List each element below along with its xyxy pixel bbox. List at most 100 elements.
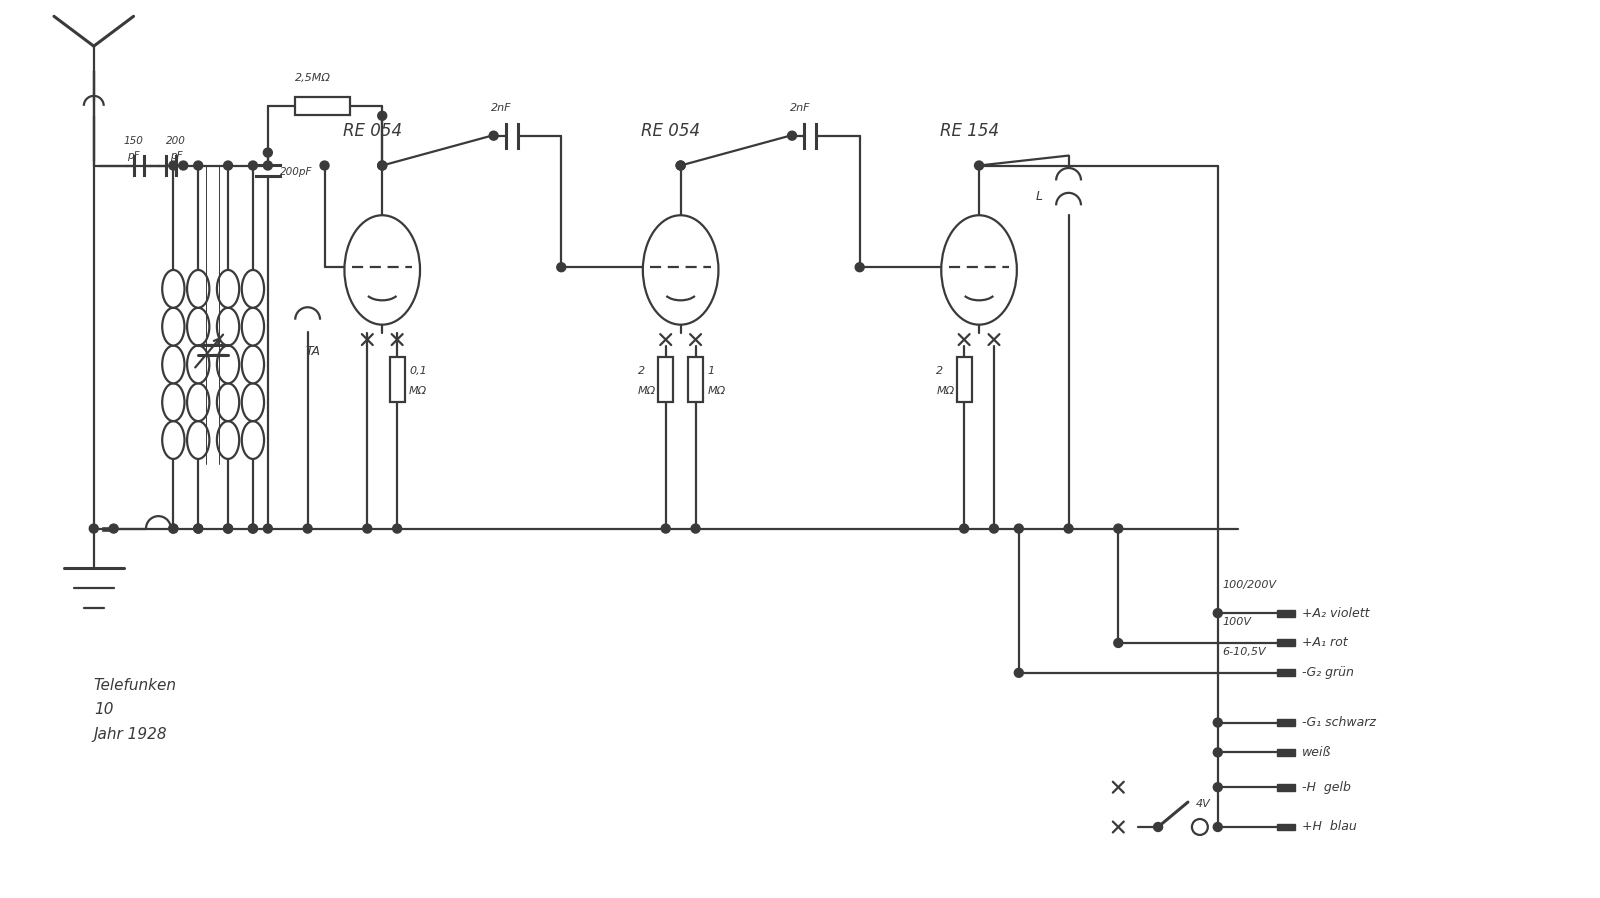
Circle shape (1213, 609, 1222, 618)
Ellipse shape (187, 383, 210, 421)
Bar (1277, 749, 1296, 756)
Circle shape (989, 524, 998, 533)
Bar (1277, 669, 1296, 676)
Circle shape (224, 161, 232, 170)
Circle shape (248, 161, 258, 170)
Text: RE 054: RE 054 (642, 121, 701, 140)
Circle shape (557, 263, 566, 272)
Ellipse shape (162, 308, 184, 346)
Bar (1277, 610, 1296, 617)
Circle shape (661, 524, 670, 533)
Ellipse shape (162, 421, 184, 459)
Ellipse shape (242, 383, 264, 421)
Ellipse shape (162, 270, 184, 308)
Text: L: L (1035, 190, 1042, 203)
Circle shape (1213, 748, 1222, 757)
Circle shape (1014, 668, 1024, 677)
Text: 2,5MΩ: 2,5MΩ (294, 73, 331, 83)
Ellipse shape (242, 346, 264, 383)
Circle shape (378, 161, 387, 170)
Circle shape (170, 161, 178, 170)
Text: 1: 1 (707, 366, 715, 376)
Circle shape (1154, 823, 1163, 832)
Circle shape (179, 161, 187, 170)
Circle shape (960, 524, 968, 533)
Text: -G₁ schwarz: -G₁ schwarz (1302, 716, 1376, 729)
Ellipse shape (162, 383, 184, 421)
Bar (390, 357, 405, 401)
Circle shape (1213, 823, 1222, 832)
Text: MΩ: MΩ (936, 386, 954, 396)
Text: MΩ: MΩ (707, 386, 726, 396)
Circle shape (378, 111, 387, 120)
Circle shape (392, 524, 402, 533)
Circle shape (194, 161, 203, 170)
Text: +A₁ rot: +A₁ rot (1302, 637, 1347, 649)
Circle shape (490, 131, 498, 140)
Circle shape (974, 161, 984, 170)
Text: RE 054: RE 054 (342, 121, 402, 140)
Ellipse shape (218, 308, 238, 346)
Circle shape (856, 263, 864, 272)
Text: 0,1: 0,1 (410, 366, 427, 376)
Ellipse shape (242, 421, 264, 459)
Circle shape (170, 524, 178, 533)
Ellipse shape (242, 270, 264, 308)
Bar (1277, 823, 1296, 831)
Text: 200pF: 200pF (280, 167, 312, 178)
Ellipse shape (162, 346, 184, 383)
Circle shape (691, 524, 701, 533)
Text: 6-10,5V: 6-10,5V (1222, 647, 1266, 657)
Text: RE 154: RE 154 (939, 121, 998, 140)
Text: MΩ: MΩ (638, 386, 656, 396)
Text: +A₂ violett: +A₂ violett (1302, 607, 1370, 620)
Ellipse shape (187, 421, 210, 459)
Circle shape (264, 148, 272, 157)
Bar (1277, 639, 1296, 647)
Ellipse shape (344, 216, 421, 325)
Ellipse shape (218, 383, 238, 421)
Text: 2: 2 (936, 366, 944, 376)
Circle shape (302, 524, 312, 533)
Circle shape (224, 524, 232, 533)
Text: +H  blau: +H blau (1302, 821, 1357, 833)
Ellipse shape (187, 308, 210, 346)
Text: 150: 150 (123, 136, 144, 145)
Ellipse shape (218, 270, 238, 308)
Bar (688, 357, 702, 401)
Bar (1277, 784, 1296, 790)
Text: 2: 2 (638, 366, 645, 376)
Circle shape (109, 524, 118, 533)
Circle shape (264, 524, 272, 533)
Text: 200: 200 (166, 136, 186, 145)
Ellipse shape (187, 270, 210, 308)
Circle shape (224, 524, 232, 533)
Text: 2nF: 2nF (491, 102, 512, 113)
Circle shape (1192, 819, 1208, 835)
Circle shape (248, 524, 258, 533)
Circle shape (677, 161, 685, 170)
Text: weiß: weiß (1302, 746, 1331, 759)
Ellipse shape (941, 216, 1018, 325)
Circle shape (1213, 718, 1222, 727)
Ellipse shape (643, 216, 718, 325)
Bar (957, 357, 971, 401)
Circle shape (194, 524, 203, 533)
Circle shape (1064, 524, 1074, 533)
Circle shape (1014, 524, 1024, 533)
Circle shape (787, 131, 797, 140)
Text: 2nF: 2nF (790, 102, 810, 113)
Text: pF: pF (170, 151, 182, 161)
Bar (294, 97, 350, 115)
Circle shape (170, 524, 178, 533)
Circle shape (264, 161, 272, 170)
Circle shape (1114, 524, 1123, 533)
Circle shape (248, 524, 258, 533)
Text: 4V: 4V (1195, 799, 1210, 809)
Text: -H  gelb: -H gelb (1302, 780, 1350, 794)
Circle shape (320, 161, 330, 170)
Circle shape (378, 161, 387, 170)
Ellipse shape (187, 346, 210, 383)
Text: -G₂ grün: -G₂ grün (1302, 666, 1354, 679)
Circle shape (677, 161, 685, 170)
